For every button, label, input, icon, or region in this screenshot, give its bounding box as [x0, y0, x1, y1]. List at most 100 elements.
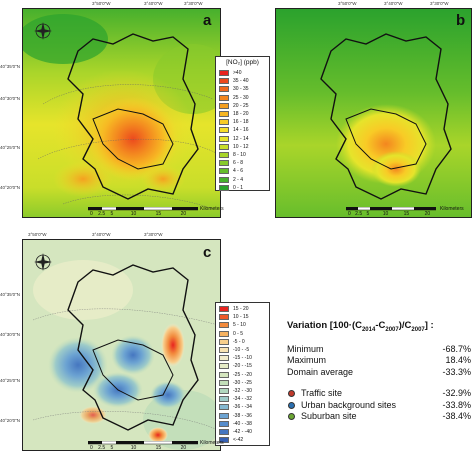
panel-label-b: b	[456, 12, 466, 29]
lat-label: 40°25'0"N	[0, 378, 21, 383]
site-label: Suburban site	[301, 411, 357, 422]
stat-value: 18.4%	[445, 355, 471, 366]
scale-tick: 15	[155, 445, 162, 451]
legend-label: 10 - 12	[233, 143, 249, 150]
site-marker-icon	[288, 390, 295, 398]
lon-label: 3°40'0"W	[144, 1, 163, 6]
legend-label: 25 - 30	[233, 94, 249, 101]
legend-label: 10 - 15	[233, 314, 249, 321]
lon-label: 3°50'0"W	[338, 1, 357, 6]
legend-label: 12 - 14	[233, 135, 249, 142]
legend-label: -20 - -15	[233, 363, 252, 370]
scale-ticks-a: 0 2.5 5 10 15 20	[90, 211, 186, 217]
variation-statistics: Variation [100·(C2014-C2007)/C2007] : Mi…	[287, 320, 471, 422]
legend-item: 30 - 35	[216, 85, 269, 93]
stats-title: Variation [100·(C2014-C2007)/C2007] :	[287, 320, 434, 333]
legend-item: 8 - 10	[216, 151, 269, 159]
legend-item: 15 - 20	[216, 305, 269, 313]
scale-unit-a: Kilometers	[200, 206, 224, 212]
district-boundary	[92, 108, 174, 170]
legend-item: <-42	[216, 436, 269, 444]
legend-label: -40 - -38	[233, 420, 252, 427]
legend-swatch	[219, 160, 229, 167]
scale-tick: 15	[155, 211, 162, 217]
legend-item: -38 - -36	[216, 411, 269, 419]
legend-swatch	[219, 404, 229, 411]
scale-tick: 5	[366, 211, 370, 217]
legend-item: 18 - 20	[216, 110, 269, 118]
legend-label: -15 - -10	[233, 355, 252, 362]
legend-item: 10 - 12	[216, 143, 269, 151]
legend-item: 20 - 25	[216, 102, 269, 110]
site-label: Urban background sites	[301, 399, 397, 410]
legend-label: 16 - 18	[233, 119, 249, 126]
scale-unit-b: Kilometers	[440, 206, 464, 212]
scale-tick: 2.5	[98, 445, 106, 451]
map-panel-b	[275, 8, 472, 218]
stat-value: -68.7%	[442, 343, 471, 354]
legend-label: 0 - 5	[233, 330, 244, 337]
legend-swatch	[219, 119, 229, 126]
scale-tick: 0	[348, 211, 351, 217]
variation-legend: 15 - 20 10 - 15 5 - 10 0 - 5 -5 - 0 -10 - -5-…	[215, 302, 270, 446]
scale-tick: 2.5	[355, 211, 363, 217]
legend-label: -38 - -36	[233, 412, 252, 419]
scale-tick: 20	[180, 211, 187, 217]
scale-unit-c: Kilometers	[200, 440, 224, 446]
legend-swatch	[219, 176, 229, 183]
legend-swatch	[219, 184, 229, 191]
legend-label: 20 - 25	[233, 102, 249, 109]
stat-label: Domain average	[287, 366, 354, 377]
lat-label: 40°25'0"N	[0, 145, 21, 150]
legend-label: <-42	[233, 437, 244, 444]
scale-tick: 10	[130, 445, 137, 451]
legend-label: 5 - 10	[233, 322, 246, 329]
legend-item: 6 - 8	[216, 159, 269, 167]
site-value: -33.8%	[442, 399, 471, 410]
stat-value: -33.3%	[442, 366, 471, 377]
lat-label: 40°20'0"N	[0, 418, 21, 423]
site-label: Traffic site	[301, 388, 343, 399]
legend-swatch	[219, 102, 229, 109]
lon-label: 3°30'0"W	[430, 1, 449, 6]
legend-item: 35 - 40	[216, 77, 269, 85]
legend-label: 6 - 8	[233, 160, 244, 167]
legend-label: -25 - -20	[233, 371, 252, 378]
scale-ticks-c: 0 2.5 5 10 15 20	[90, 445, 186, 451]
legend-item: 25 - 30	[216, 94, 269, 102]
municipality-boundary	[67, 33, 199, 200]
site-row: Urban background sites -33.8%	[287, 399, 471, 411]
legend-item: 14 - 16	[216, 126, 269, 134]
legend-swatch	[219, 70, 229, 77]
legend-item: -40 - -38	[216, 420, 269, 428]
lon-label: 3°50'0"W	[92, 1, 111, 6]
legend-swatch	[219, 78, 229, 85]
legend-swatch	[219, 387, 229, 394]
legend-item: 0 - 5	[216, 330, 269, 338]
legend-label: 30 - 35	[233, 86, 249, 93]
legend-swatch	[219, 127, 229, 134]
legend-swatch	[219, 363, 229, 370]
legend-swatch	[219, 428, 229, 435]
legend-label: 8 - 10	[233, 151, 246, 158]
legend-label: -10 - -5	[233, 347, 250, 354]
legend-item: 12 - 14	[216, 135, 269, 143]
legend-swatch	[219, 94, 229, 101]
no2-concentration-map-2014	[276, 9, 471, 217]
legend-item: 10 - 15	[216, 313, 269, 321]
legend-swatch	[219, 135, 229, 142]
legend-item: -5 - 0	[216, 338, 269, 346]
legend-item: -42 - -40	[216, 428, 269, 436]
scale-tick: 0	[90, 445, 93, 451]
scale-tick: 10	[130, 211, 137, 217]
legend-label: 15 - 20	[233, 306, 249, 313]
legend-swatch	[219, 379, 229, 386]
stat-row: Domain average -33.3%	[287, 366, 471, 378]
legend-item: -30 - -25	[216, 379, 269, 387]
lat-label: 40°30'0"N	[0, 332, 21, 337]
scale-tick: 15	[403, 211, 410, 217]
municipality-boundary	[320, 33, 452, 200]
stat-row: Minimum -68.7%	[287, 343, 471, 355]
lon-label: 3°40'0"W	[384, 1, 403, 6]
legend-item: >40	[216, 69, 269, 77]
